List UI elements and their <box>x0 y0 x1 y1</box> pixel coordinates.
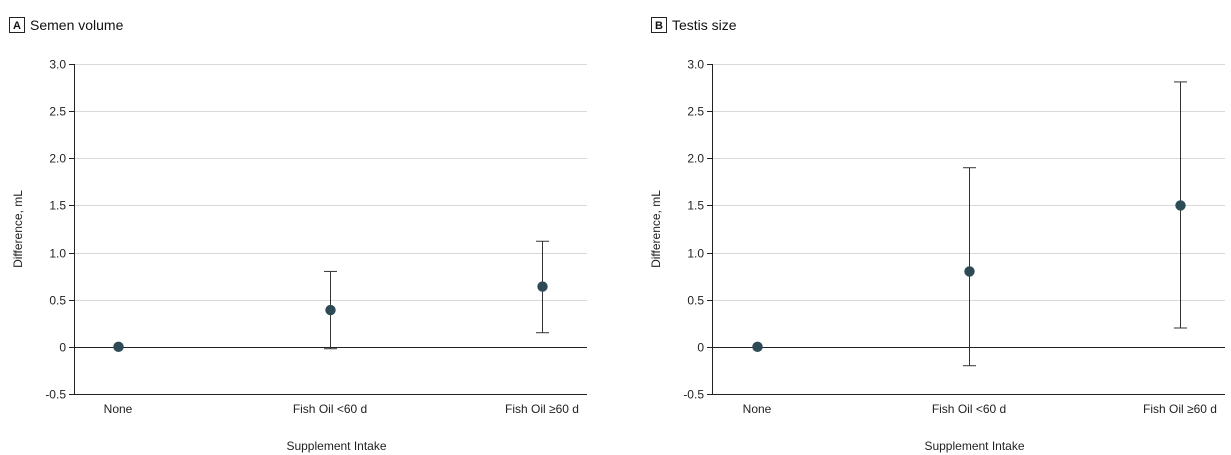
panel-a-tag-box <box>9 17 25 33</box>
panel-a-y-tick-label: 1.0 <box>49 247 66 261</box>
panel-a-y-tick-label: 0 <box>59 341 66 355</box>
panel-b-title: Testis size <box>672 17 737 33</box>
panel-b-data-point <box>1175 200 1186 211</box>
panel-a-x-axis-label: Supplement Intake <box>286 439 386 453</box>
panel-a-x-tick-label: None <box>104 402 133 416</box>
panel-a-data-point <box>113 341 124 353</box>
panel-b-data-point <box>752 341 763 353</box>
panel-a-x-tick-label: Fish Oil ≥60 d <box>505 402 579 416</box>
panel-b-y-tick-label: 2.0 <box>687 152 704 166</box>
panel-b-data-point <box>964 266 975 277</box>
panel-a-y-tick-label: 0.5 <box>49 294 66 308</box>
panel-a-y-tick-label: 1.5 <box>49 199 66 213</box>
panel-b-y-axis-label: Difference, mL <box>649 190 663 268</box>
panel-b-tag: B <box>655 20 663 32</box>
panel-b-y-tick-label: 0 <box>697 341 704 355</box>
panel-b-y-tick-label: 1.5 <box>687 199 704 213</box>
panel-b-y-tick-label: 1.0 <box>687 247 704 261</box>
panel-b-x-tick-label: None <box>743 402 772 416</box>
panel-b-y-tick-label: 3.0 <box>687 58 704 72</box>
panel-a-y-tick-label: 2.0 <box>49 152 66 166</box>
panel-a-x-tick-label: Fish Oil <60 d <box>293 402 367 416</box>
panel-b-y-tick-label: -0.5 <box>683 388 704 402</box>
panel-a-y-axis-label: Difference, mL <box>11 190 25 268</box>
panel-b-y-tick-label: 0.5 <box>687 294 704 308</box>
panel-a-y-tick-label: 2.5 <box>49 105 66 119</box>
panel-a-tag: A <box>13 20 21 32</box>
panel-a-data-point <box>537 281 548 292</box>
panel-a-data-point <box>325 304 336 316</box>
panel-b-x-tick-label: Fish Oil ≥60 d <box>1143 402 1217 416</box>
panel-b-tag-box <box>651 17 667 33</box>
panel-a-title: Semen volume <box>30 17 124 33</box>
panel-a: A Semen volume 3.0 2.5 2.0 1.5 1.0 0.5 0 -0.5 Diff… <box>9 17 587 453</box>
panel-b-y-tick-label: 2.5 <box>687 105 704 119</box>
panel-b-x-axis-label: Supplement Intake <box>924 439 1024 453</box>
panel-b-x-tick-label: Fish Oil <60 d <box>932 402 1006 416</box>
panel-b: B Testis size 3.0 2.5 2.0 1.5 1.0 0.5 0 -0.5 Diffe… <box>649 17 1225 453</box>
panel-a-y-tick-label: 3.0 <box>49 58 66 72</box>
panel-a-y-tick-label: -0.5 <box>45 388 66 402</box>
